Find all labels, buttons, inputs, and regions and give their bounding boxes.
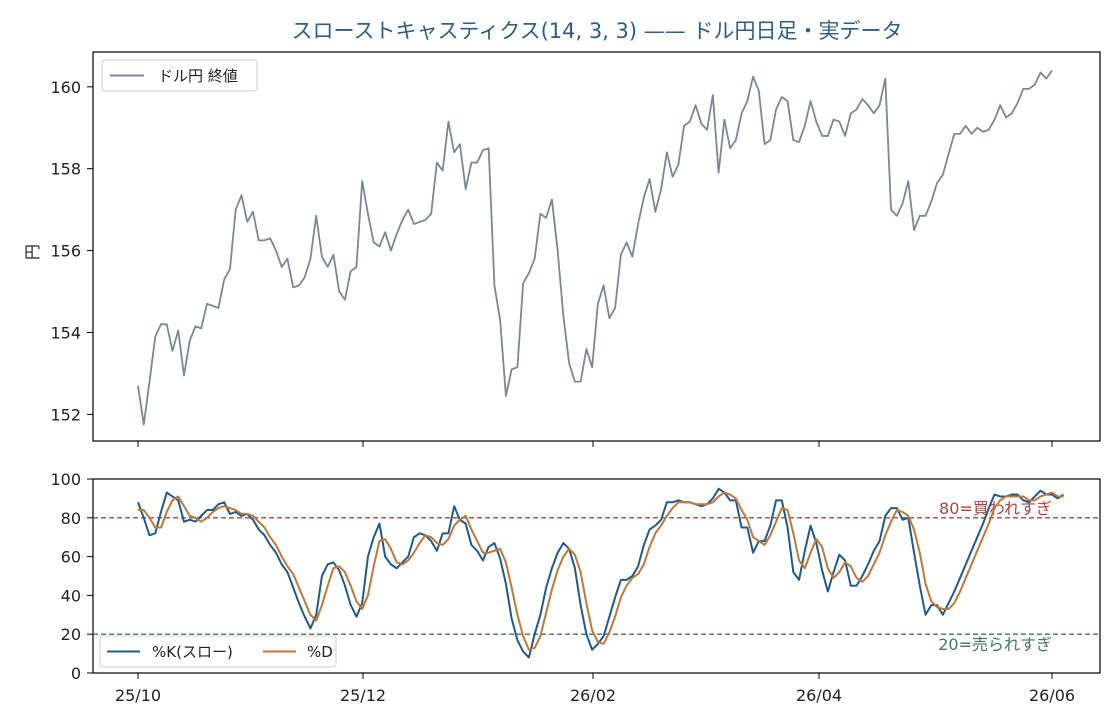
legend-label-k: %K(スロー) (152, 643, 233, 661)
legend-label-d: %D (307, 643, 333, 661)
stoch-y-tick-label: 20 (61, 625, 81, 644)
price-y-tick-label: 158 (50, 160, 81, 179)
stoch-x-tick-label: 26/06 (1029, 686, 1075, 705)
price-y-tick-label: 160 (50, 78, 81, 97)
stoch-x-tick-label: 25/10 (115, 686, 161, 705)
stoch-y-tick-label: 80 (61, 509, 81, 528)
stoch-y-tick-label: 40 (61, 586, 81, 605)
legend-label-close: ドル円 終値 (158, 67, 238, 85)
stoch-y-tick-label: 0 (71, 664, 81, 683)
price-legend: ドル円 終値 (101, 59, 258, 92)
price-plot-frame (92, 51, 1101, 442)
stoch-x-tick-label: 25/12 (340, 686, 386, 705)
stoch-y-tick-label: 60 (61, 548, 81, 567)
close-price-line (137, 69, 1053, 426)
price-panel: 152 154 156 158 160 (50, 51, 1101, 447)
stoch-x-tick-label: 26/04 (796, 686, 842, 705)
price-y-tick-label: 154 (50, 323, 81, 342)
stoch-y-tick-label: 100 (50, 470, 81, 489)
chart-title: スローストキャスティクス(14, 3, 3) —— ドル円日足・実データ (292, 19, 903, 43)
stoch-k-line (137, 487, 1065, 659)
stoch-x-tick-label: 26/02 (570, 686, 616, 705)
price-y-tick-label: 152 (50, 405, 81, 424)
reference-label-20: 20=売られすぎ (938, 635, 1052, 654)
price-y-axis-label: 円 (23, 244, 42, 260)
stochastic-legend: %K(スロー) %D (99, 635, 337, 668)
stoch-d-line (138, 491, 1064, 651)
stochastic-plot-frame (92, 478, 1101, 674)
price-y-tick-label: 156 (50, 242, 81, 261)
